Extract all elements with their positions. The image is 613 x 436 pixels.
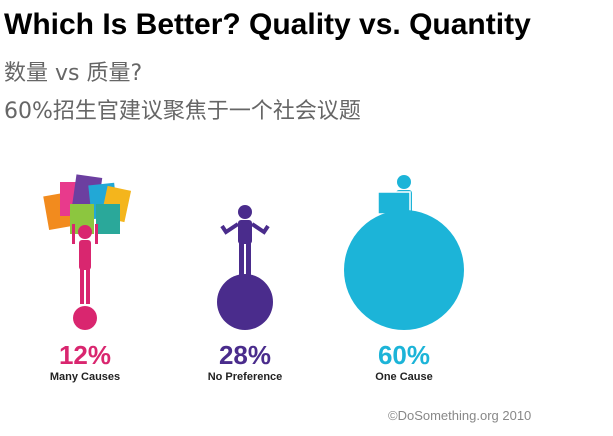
category-label: No Preference: [208, 371, 283, 383]
value-label: 28%: [219, 340, 271, 370]
figure-many: [72, 224, 98, 304]
value-label: 12%: [59, 340, 111, 370]
category-label: Many Causes: [50, 371, 120, 383]
subtitle: 60%招生官建议聚焦于一个社会议题: [4, 99, 361, 124]
source: ©DoSomething.org 2010: [388, 408, 531, 423]
subtitle: 数量 vs 质量?: [4, 61, 142, 86]
bubble: [73, 306, 97, 330]
cards-illustration: [43, 174, 132, 234]
bubble: [217, 274, 273, 330]
value-label: 60%: [378, 340, 430, 370]
figure-none: [220, 205, 270, 276]
chart-title: Which Is Better? Quality vs. Quantity: [4, 8, 531, 41]
category-label: One Cause: [375, 371, 432, 383]
bubble: [344, 210, 464, 330]
